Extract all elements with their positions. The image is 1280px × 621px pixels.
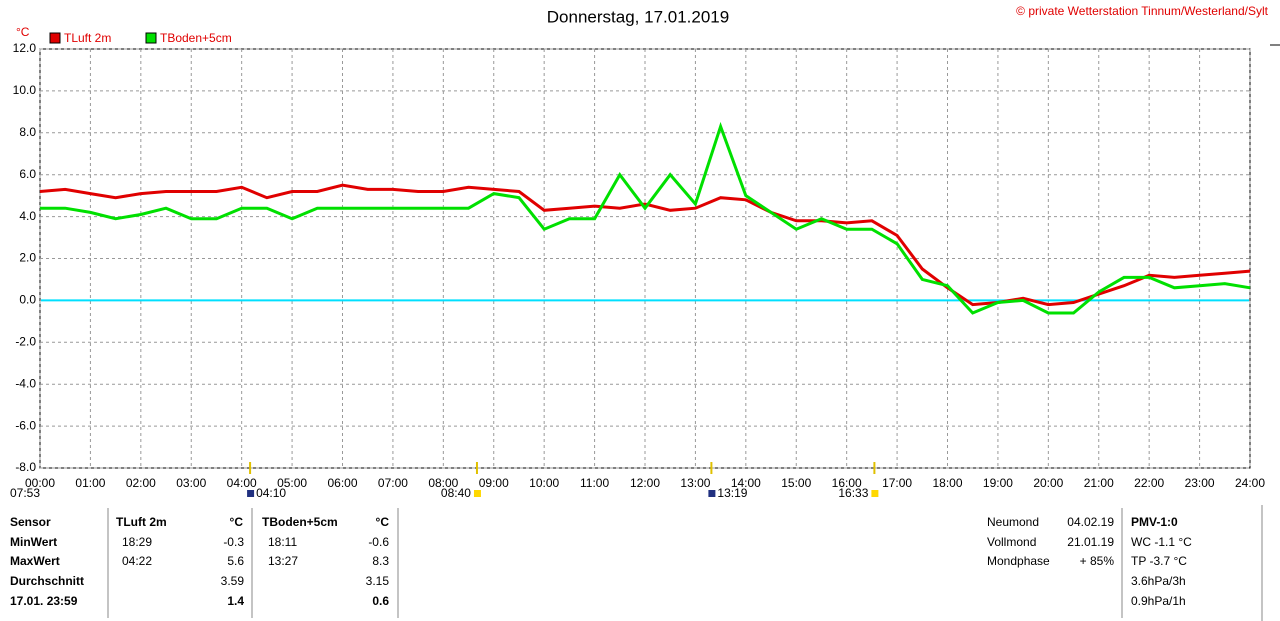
y-tick-label: 4.0 <box>19 209 36 223</box>
x-tick-label: 04:00 <box>227 476 257 490</box>
moon-label: Mondphase <box>987 554 1050 568</box>
pmv-item: WC -1.1 °C <box>1131 535 1192 549</box>
x-tick-label: 14:00 <box>731 476 761 490</box>
x-tick-label: 03:00 <box>176 476 206 490</box>
moon-value: 21.01.19 <box>1067 535 1114 549</box>
x-tick-label: 18:00 <box>932 476 962 490</box>
y-tick-label: 8.0 <box>19 125 36 139</box>
x-tick-label: 20:00 <box>1033 476 1063 490</box>
table-cell: 18:11 <box>268 535 297 549</box>
table-header: °C <box>376 515 390 529</box>
annotation: 13:19 <box>717 486 747 500</box>
y-axis-label: °C <box>16 25 30 39</box>
legend-swatch <box>145 32 157 44</box>
table-cell: Durchschnitt <box>10 574 84 588</box>
y-tick-label: 10.0 <box>13 83 37 97</box>
x-tick-label: 10:00 <box>529 476 559 490</box>
pmv-item: 3.6hPa/3h <box>1131 574 1186 588</box>
table-cell: 1.4 <box>227 594 244 608</box>
legend-swatch <box>49 32 61 44</box>
x-tick-label: 21:00 <box>1084 476 1114 490</box>
x-tick-label: 05:00 <box>277 476 307 490</box>
table-header: TBoden+5cm <box>262 515 338 529</box>
moon-label: Neumond <box>987 515 1039 529</box>
table-cell: 8.3 <box>372 554 389 568</box>
x-tick-label: 07:00 <box>378 476 408 490</box>
y-tick-label: -2.0 <box>15 334 36 348</box>
series-line <box>40 121 1251 315</box>
pmv-item: PMV-1:0 <box>1131 515 1178 529</box>
x-tick-label: 19:00 <box>983 476 1013 490</box>
x-tick-label: 15:00 <box>781 476 811 490</box>
y-tick-label: -8.0 <box>15 460 36 474</box>
y-tick-label: 2.0 <box>19 251 36 265</box>
annotation-icon <box>247 490 255 497</box>
x-tick-label: 02:00 <box>126 476 156 490</box>
annotation: 08:40 <box>441 486 471 500</box>
x-tick-label: 12:00 <box>630 476 660 490</box>
y-tick-label: 0.0 <box>19 293 36 307</box>
y-tick-label: 12.0 <box>13 41 37 55</box>
legend-label: TBoden+5cm <box>160 31 232 45</box>
x-tick-label: 00:00 <box>25 476 55 490</box>
table-cell: 18:29 <box>122 535 152 549</box>
x-tick-label: 16:00 <box>832 476 862 490</box>
table-cell: -0.3 <box>223 535 244 549</box>
x-tick-label: 08:00 <box>428 476 458 490</box>
y-tick-label: 6.0 <box>19 167 36 181</box>
legend-label: TLuft 2m <box>64 31 111 45</box>
table-cell: 5.6 <box>227 554 244 568</box>
annotation-icon <box>871 490 879 497</box>
table-cell: 17.01. 23:59 <box>10 594 78 608</box>
annotation: 04:10 <box>256 486 286 500</box>
series-line <box>39 183 1251 307</box>
moon-value: 04.02.19 <box>1067 515 1114 529</box>
x-tick-label: 23:00 <box>1185 476 1215 490</box>
pmv-item: TP -3.7 °C <box>1131 554 1187 568</box>
x-tick-label: 13:00 <box>680 476 710 490</box>
table-cell: 0.6 <box>372 594 389 608</box>
table-cell: 3.59 <box>221 574 245 588</box>
annotation: 07:53 <box>10 486 40 500</box>
table-cell: 13:27 <box>268 554 298 568</box>
x-tick-label: 17:00 <box>882 476 912 490</box>
copyright: © private Wetterstation Tinnum/Westerlan… <box>1016 4 1269 18</box>
annotation-icon <box>473 490 481 497</box>
table-header: Sensor <box>10 515 51 529</box>
pmv-item: 0.9hPa/1h <box>1131 594 1186 608</box>
x-tick-label: 22:00 <box>1134 476 1164 490</box>
annotation: 16:33 <box>838 486 868 500</box>
table-cell: MaxWert <box>10 554 60 568</box>
x-tick-label: 01:00 <box>75 476 105 490</box>
table-cell: -0.6 <box>368 535 389 549</box>
x-tick-label: 06:00 <box>327 476 357 490</box>
y-tick-label: -4.0 <box>15 376 36 390</box>
x-tick-label: 09:00 <box>479 476 509 490</box>
annotation-icon <box>708 490 716 497</box>
table-cell: MinWert <box>10 535 57 549</box>
chart-title: Donnerstag, 17.01.2019 <box>547 7 729 26</box>
table-header: TLuft 2m <box>116 515 167 529</box>
moon-label: Vollmond <box>987 535 1036 549</box>
table-cell: 3.15 <box>366 574 390 588</box>
y-tick-label: -6.0 <box>15 418 36 432</box>
x-tick-label: 11:00 <box>580 476 609 490</box>
x-tick-label: 24:00 <box>1235 476 1265 490</box>
moon-value: + 85% <box>1080 554 1115 568</box>
table-header: °C <box>230 515 244 529</box>
table-cell: 04:22 <box>122 554 152 568</box>
